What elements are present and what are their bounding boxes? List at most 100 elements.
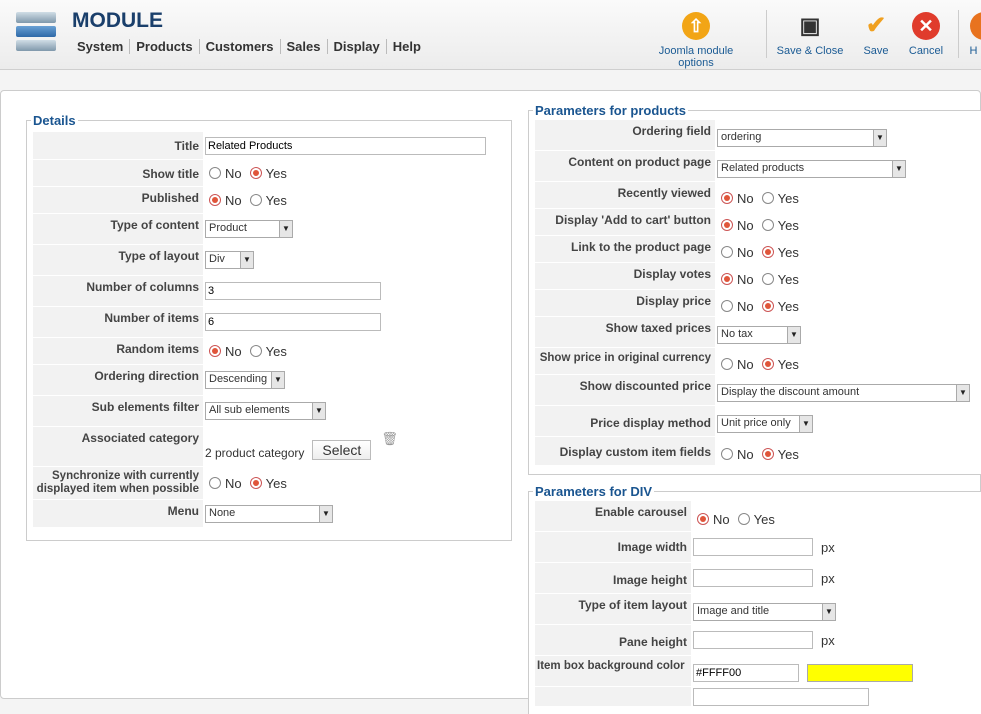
item-layout-label: Type of item layout (535, 594, 691, 624)
no-label: No (737, 217, 754, 233)
carousel-no-radio[interactable] (697, 513, 709, 525)
chevron-down-icon: ▼ (892, 161, 905, 177)
ordering-field-select[interactable]: ordering ▼ (717, 129, 887, 147)
save-button[interactable]: ✔ Save (858, 12, 894, 57)
published-yes-radio[interactable] (249, 194, 262, 206)
no-label: No (737, 298, 754, 314)
yes-label: Yes (777, 271, 799, 287)
menu-products[interactable]: Products (129, 39, 198, 54)
link-page-no-radio[interactable] (721, 246, 733, 258)
sync-no-radio[interactable] (209, 477, 221, 489)
price-no-radio[interactable] (721, 300, 733, 312)
price-yes-radio[interactable] (761, 300, 774, 312)
menu-system[interactable]: System (77, 39, 124, 54)
votes-yes-radio[interactable] (761, 273, 774, 285)
carousel-label: Enable carousel (535, 501, 691, 531)
bg-color-input[interactable] (693, 664, 799, 682)
item-layout-select[interactable]: Image and title ▼ (693, 603, 836, 621)
img-height-input[interactable] (693, 569, 813, 587)
published-label: Published (33, 187, 203, 213)
recently-viewed-label: Recently viewed (535, 182, 715, 208)
orig-currency-yes-radio[interactable] (761, 358, 774, 370)
add-cart-label: Display 'Add to cart' button (535, 209, 715, 235)
yes-label: Yes (777, 298, 799, 314)
menu-help[interactable]: Help (385, 39, 427, 54)
type-layout-select[interactable]: Div ▼ (205, 251, 254, 269)
yes-label: Yes (777, 190, 799, 206)
bg-color-label: Item box background color (535, 656, 691, 686)
no-label: No (737, 356, 754, 372)
num-columns-label: Number of columns (33, 276, 203, 306)
pane-height-input[interactable] (693, 631, 813, 649)
orig-currency-no-radio[interactable] (721, 358, 733, 370)
custom-fields-yes-radio[interactable] (761, 448, 774, 460)
title-label: Title (33, 132, 203, 159)
num-items-input[interactable] (205, 313, 381, 331)
no-label: No (225, 165, 242, 181)
add-cart-no-radio[interactable] (721, 219, 733, 231)
chevron-down-icon: ▼ (799, 416, 812, 432)
link-page-yes-radio[interactable] (761, 246, 774, 258)
ordering-field-label: Ordering field (535, 120, 715, 150)
menu-customers[interactable]: Customers (198, 39, 280, 54)
options-label: Joomla module options (658, 45, 734, 69)
published-no-radio[interactable] (209, 194, 221, 206)
no-label: No (225, 343, 242, 359)
px-unit: px (821, 539, 835, 555)
ordering-direction-label: Ordering direction (33, 365, 203, 395)
show-title-yes-radio[interactable] (249, 167, 262, 179)
votes-label: Display votes (535, 263, 715, 289)
toolbar-divider (766, 10, 767, 58)
close-icon: ✕ (912, 12, 940, 40)
title-input[interactable] (205, 136, 486, 155)
next-row-input[interactable] (693, 687, 869, 706)
type-content-select[interactable]: Product ▼ (205, 220, 293, 238)
options-button[interactable]: ⇧ Joomla module options (640, 12, 752, 69)
checkmark-icon: ✔ (865, 12, 887, 39)
custom-fields-no-radio[interactable] (721, 448, 733, 460)
content-page-select[interactable]: Related products ▼ (717, 160, 906, 178)
num-columns-input[interactable] (205, 282, 381, 300)
div-legend: Parameters for DIV (535, 484, 653, 499)
add-cart-yes-radio[interactable] (761, 219, 774, 231)
content-page-label: Content on product page (535, 151, 715, 181)
recently-viewed-no-radio[interactable] (721, 192, 733, 204)
lifebuoy-icon (970, 12, 981, 40)
menu-sales[interactable]: Sales (279, 39, 327, 54)
recently-viewed-yes-radio[interactable] (761, 192, 774, 204)
pane-height-label: Pane height (535, 625, 691, 655)
show-title-no-radio[interactable] (209, 167, 221, 179)
discounted-price-label: Show discounted price (535, 375, 715, 405)
details-fieldset: Details Title Show title No Yes Published N… (26, 113, 512, 541)
save-close-button[interactable]: ▣ Save & Close (776, 12, 844, 57)
sync-yes-radio[interactable] (249, 477, 262, 489)
sync-label: Synchronize with currently displayed ite… (33, 467, 203, 499)
random-yes-radio[interactable] (249, 345, 262, 357)
price-method-select[interactable]: Unit price only ▼ (717, 415, 813, 433)
trash-icon[interactable]: 🗑 (381, 431, 398, 446)
yes-label: Yes (265, 343, 287, 359)
show-title-label: Show title (33, 160, 203, 186)
menu-select[interactable]: None ▼ (205, 504, 333, 523)
help-button[interactable]: H (966, 12, 981, 57)
link-page-label: Link to the product page (535, 236, 715, 262)
img-width-input[interactable] (693, 538, 813, 556)
orig-currency-label: Show price in original currency (535, 348, 715, 374)
carousel-yes-radio[interactable] (737, 513, 750, 525)
taxed-prices-select[interactable]: No tax ▼ (717, 326, 801, 344)
cancel-button[interactable]: ✕ Cancel (905, 12, 947, 57)
chevron-down-icon: ▼ (873, 130, 886, 146)
ordering-direction-select[interactable]: Descending ▼ (205, 371, 285, 389)
type-content-label: Type of content (33, 214, 203, 244)
color-swatch[interactable] (807, 664, 913, 682)
random-no-radio[interactable] (209, 345, 221, 357)
price-label: Display price (535, 290, 715, 316)
select-category-button[interactable]: Select (312, 440, 372, 460)
sub-filter-select[interactable]: All sub elements ▼ (205, 402, 326, 420)
yes-label: Yes (777, 244, 799, 260)
discounted-price-select[interactable]: Display the discount amount ▼ (717, 384, 970, 402)
menu-display[interactable]: Display (326, 39, 386, 54)
help-label: H (969, 45, 978, 57)
products-legend: Parameters for products (535, 103, 686, 118)
votes-no-radio[interactable] (721, 273, 733, 285)
